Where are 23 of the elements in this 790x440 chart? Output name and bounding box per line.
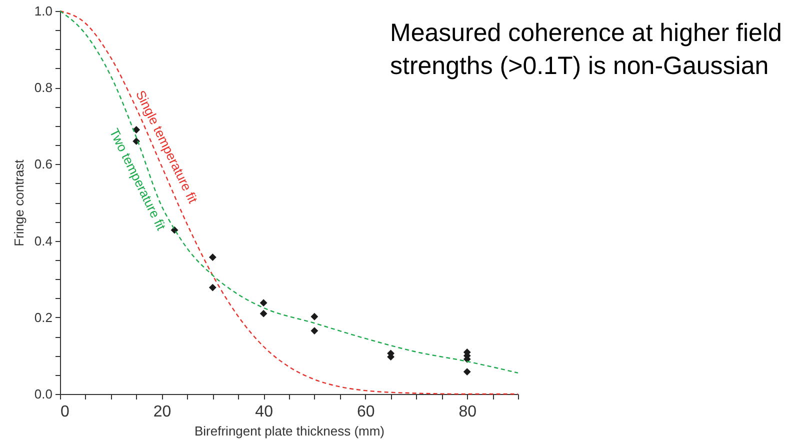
point bbox=[132, 126, 140, 134]
point bbox=[310, 327, 318, 335]
y-tick-label: 0.6 bbox=[34, 156, 52, 172]
point bbox=[208, 284, 216, 292]
x-tick-label: 60 bbox=[356, 404, 375, 420]
y-tick-label: 0.2 bbox=[34, 310, 52, 325]
point bbox=[463, 368, 471, 376]
point bbox=[310, 312, 318, 320]
x-axis-title: Birefringent plate thickness (mm) bbox=[194, 424, 385, 438]
point bbox=[170, 226, 178, 234]
point bbox=[260, 310, 268, 318]
x-tick-label: 80 bbox=[458, 404, 477, 420]
point bbox=[208, 254, 216, 261]
y-tick-label: 0.8 bbox=[34, 80, 52, 96]
text: Measured coherence at higher field strengths (>0.1T) is non-Gaussian bbox=[390, 19, 782, 80]
y-axis-title: Fringe contrast bbox=[11, 159, 26, 246]
point bbox=[260, 299, 268, 307]
y-tick-label: 0.0 bbox=[34, 386, 52, 402]
x-tick-label: 0 bbox=[60, 404, 70, 420]
x-tick-label: 40 bbox=[255, 404, 274, 420]
y-tick-label: 1.0 bbox=[34, 4, 52, 18]
y-tick-label: 0.4 bbox=[34, 233, 52, 248]
x-tick-label: 20 bbox=[153, 404, 172, 420]
